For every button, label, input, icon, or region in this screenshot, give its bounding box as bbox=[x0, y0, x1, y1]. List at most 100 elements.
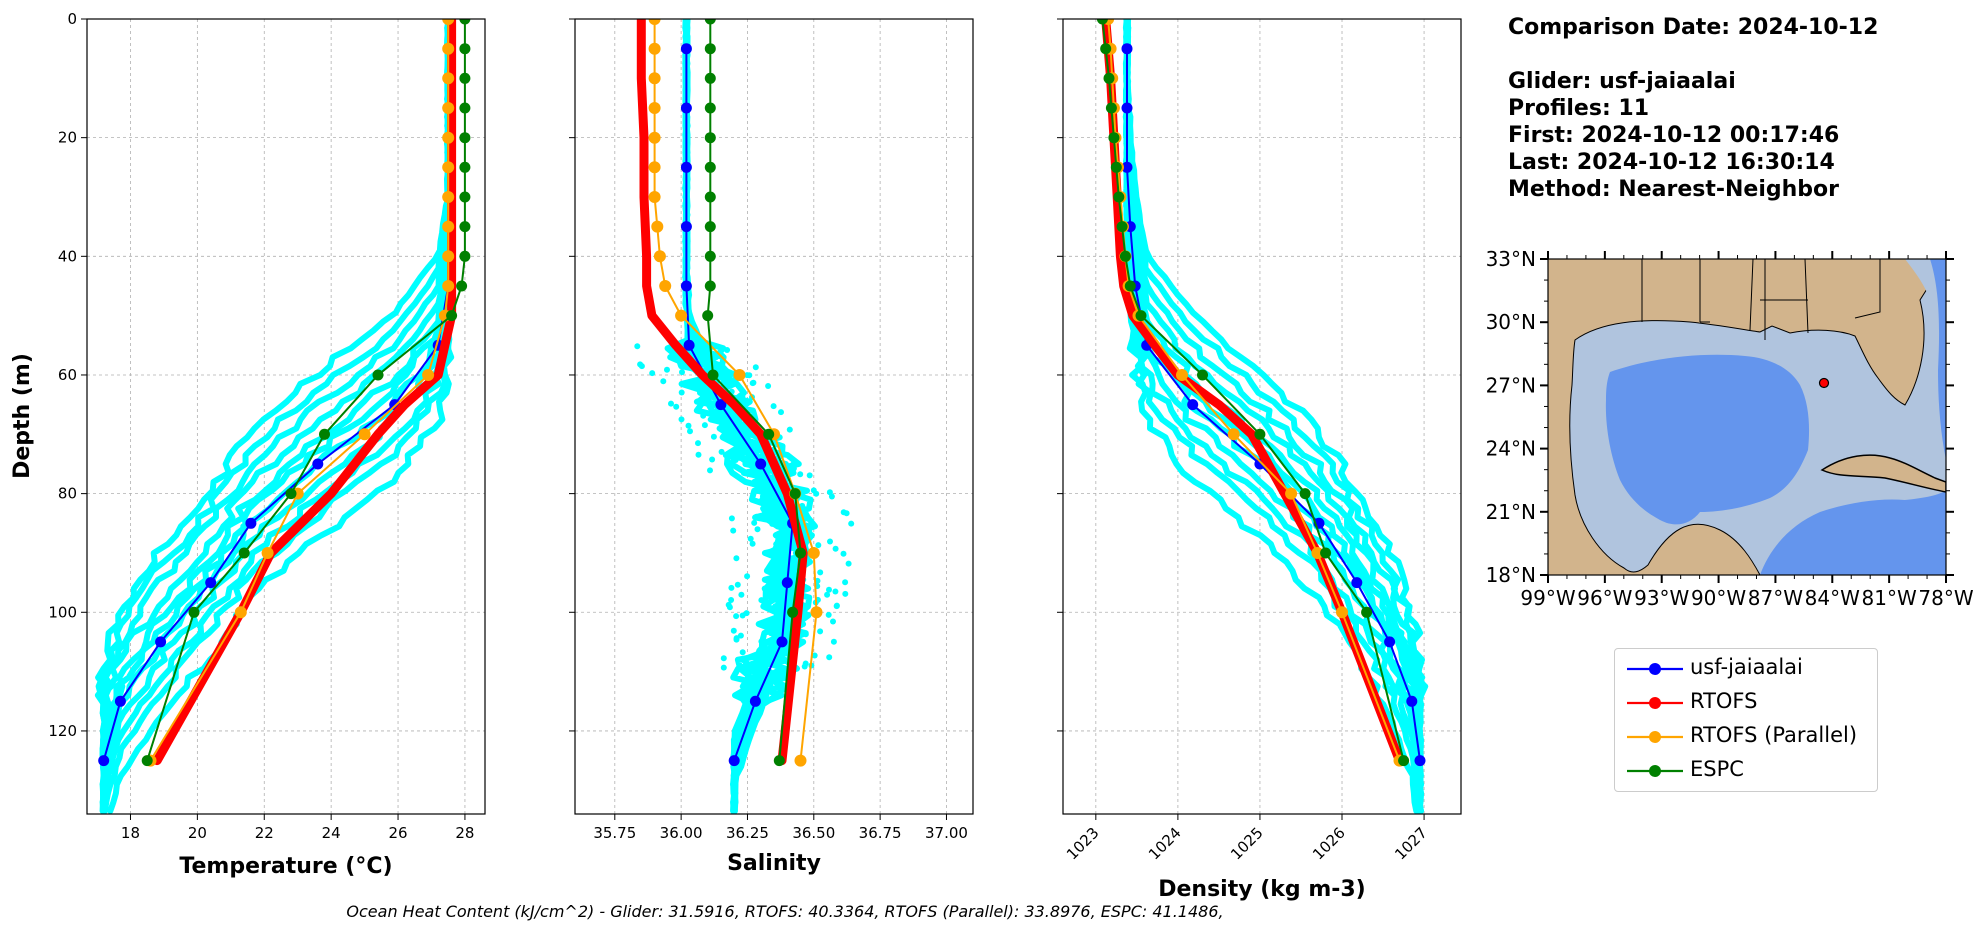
glider-raw-point bbox=[739, 612, 746, 619]
glider-raw-point bbox=[770, 403, 777, 410]
glider-raw-point bbox=[677, 357, 684, 364]
glider-raw-point bbox=[718, 448, 725, 455]
map-lon-label: 99°W bbox=[1520, 586, 1575, 610]
glider-raw-point bbox=[758, 488, 765, 494]
glider-raw-point bbox=[723, 368, 730, 375]
x-tick-label: 37.00 bbox=[925, 824, 968, 842]
glider-raw-point bbox=[746, 372, 753, 379]
glider-raw-point bbox=[806, 472, 813, 479]
glider-raw-point bbox=[751, 652, 758, 659]
map-lat-label: 18°N bbox=[1486, 563, 1536, 587]
series-point bbox=[1121, 161, 1133, 173]
map-atlantic-deep bbox=[1930, 259, 1946, 460]
glider-raw-point bbox=[845, 560, 852, 567]
glider-raw-point bbox=[728, 584, 735, 591]
series-point bbox=[1336, 606, 1348, 619]
glider-raw-point bbox=[707, 467, 713, 474]
series-point bbox=[422, 369, 435, 381]
series-point bbox=[442, 220, 455, 233]
series-point bbox=[794, 754, 807, 767]
glider-raw-point bbox=[679, 369, 685, 376]
series-point bbox=[749, 695, 761, 707]
series-point bbox=[704, 250, 716, 262]
profile-count: Profiles: 11 bbox=[1508, 96, 1650, 121]
map-caribbean-water bbox=[1760, 490, 1946, 575]
series-point bbox=[1285, 487, 1298, 500]
series-point bbox=[1119, 250, 1131, 262]
series-point bbox=[659, 280, 672, 292]
series-point bbox=[1121, 43, 1133, 55]
glider-raw-point bbox=[739, 649, 746, 656]
glider-raw-point bbox=[817, 628, 824, 635]
map-lat-label: 21°N bbox=[1486, 500, 1536, 524]
glider-raw-point bbox=[700, 412, 707, 419]
glider-raw-point bbox=[719, 372, 726, 379]
map-lat-label: 27°N bbox=[1486, 373, 1536, 397]
y-tick-label: 60 bbox=[58, 366, 77, 384]
series-point bbox=[648, 42, 661, 55]
series-point bbox=[238, 547, 250, 559]
glider-raw-point bbox=[840, 550, 847, 557]
series-point bbox=[245, 517, 257, 529]
series-point bbox=[155, 636, 167, 648]
series-point bbox=[1124, 280, 1136, 292]
map-graticule-ticks: 99°W 96°W 93°W 90°W 87°W 84°W 81°W 78°W 18°N 21°N… bbox=[1486, 247, 1974, 610]
series-point bbox=[442, 19, 455, 25]
glider-raw-point bbox=[695, 451, 702, 458]
glider-raw-point bbox=[765, 657, 772, 664]
x-tick-label: 36.50 bbox=[792, 824, 835, 842]
glider-raw-point bbox=[790, 465, 797, 472]
salinity-ticks: 35.75 36.00 36.25 36.50 36.75 37.00 bbox=[569, 18, 968, 842]
temperature-xlabel: Temperature (°C) bbox=[179, 854, 392, 879]
series-point bbox=[680, 102, 692, 114]
glider-raw-point bbox=[787, 588, 794, 595]
glider-raw-point bbox=[797, 471, 804, 478]
series-point bbox=[459, 102, 471, 114]
glider-raw-point bbox=[724, 347, 731, 353]
series-point bbox=[680, 161, 692, 173]
series-point bbox=[702, 310, 714, 322]
temperature-frame bbox=[86, 18, 486, 815]
glider-raw-point bbox=[701, 422, 708, 429]
map-lat-label: 30°N bbox=[1486, 310, 1536, 334]
series-point bbox=[680, 280, 692, 292]
glider-raw-point bbox=[765, 383, 772, 389]
series-point bbox=[446, 310, 458, 322]
glider-raw-point bbox=[668, 400, 674, 407]
glider-raw-point bbox=[772, 593, 778, 600]
series-point bbox=[1187, 399, 1199, 411]
series-point bbox=[1414, 755, 1426, 767]
glider-raw-point bbox=[778, 409, 784, 416]
series-point bbox=[1108, 132, 1120, 144]
glider-raw-point bbox=[752, 364, 759, 371]
glider-raw-point bbox=[749, 540, 756, 547]
series-point bbox=[1197, 369, 1208, 381]
legend-label-rtofs: RTOFS bbox=[1690, 689, 1758, 713]
ocean-heat-content-footer: Ocean Heat Content (kJ/cm^2) - Glider: 3… bbox=[346, 902, 1224, 921]
x-tick-label: 26 bbox=[388, 824, 407, 842]
series-point bbox=[653, 250, 666, 263]
series-point bbox=[787, 606, 799, 618]
glider-raw-point bbox=[660, 378, 667, 385]
series-point bbox=[1384, 636, 1396, 648]
glider-raw-point bbox=[749, 380, 756, 387]
series-point bbox=[442, 42, 455, 55]
glider-raw-point bbox=[778, 596, 785, 603]
series-point bbox=[459, 72, 471, 84]
glider-raw-point bbox=[833, 603, 840, 610]
glider-raw-point bbox=[728, 515, 735, 522]
glider-raw-point bbox=[734, 581, 741, 588]
series-point bbox=[704, 43, 716, 55]
series-point bbox=[1113, 191, 1125, 203]
glider-raw-point bbox=[830, 618, 836, 625]
glider-raw-point bbox=[826, 654, 833, 661]
series-point bbox=[188, 606, 200, 618]
map-lon-label: 81°W bbox=[1862, 586, 1917, 610]
series-point bbox=[1398, 755, 1410, 767]
glider-raw-point bbox=[732, 457, 739, 463]
series-point bbox=[1299, 488, 1311, 500]
series-line-rtofs bbox=[152, 19, 457, 766]
series-point bbox=[141, 755, 153, 767]
legend-label-espc: ESPC bbox=[1690, 757, 1744, 781]
legend-item-rtofs-parallel: RTOFS (Parallel) bbox=[1615, 719, 1877, 753]
